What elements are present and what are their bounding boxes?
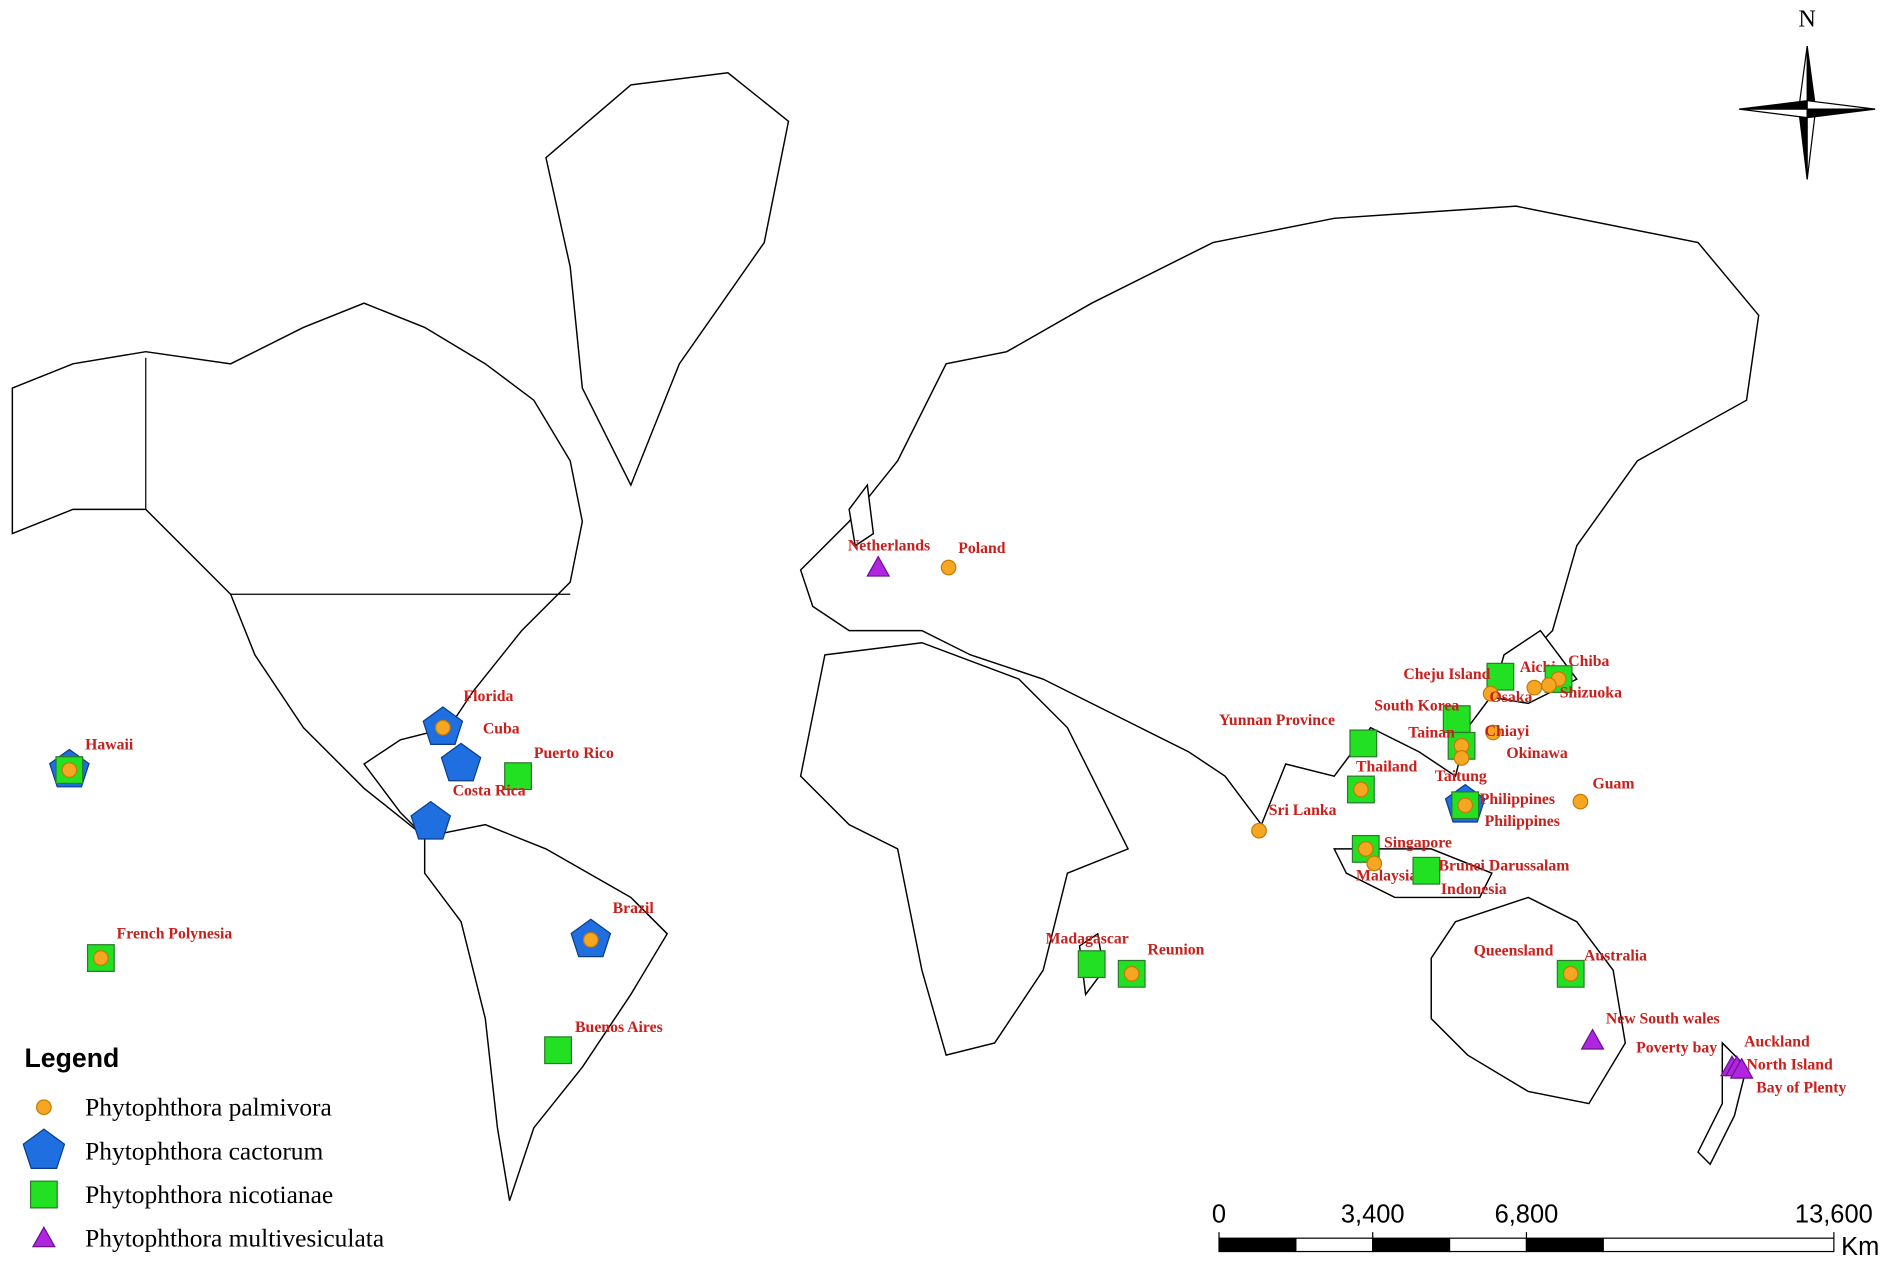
legend-label: Phytophthora multivesiculata <box>85 1224 384 1253</box>
place-marker <box>1540 677 1557 694</box>
place-label: Chiba <box>1568 653 1609 670</box>
scale-segment <box>1218 1237 1297 1253</box>
place-label: Australia <box>1584 947 1647 964</box>
scale-segment <box>1525 1237 1604 1253</box>
place-marker <box>1453 750 1470 766</box>
place-marker <box>61 762 78 778</box>
place-marker <box>1580 1028 1605 1050</box>
place-marker <box>1349 729 1378 758</box>
place-marker <box>1729 1057 1754 1079</box>
north-arrow: N <box>1739 6 1876 180</box>
place-marker <box>410 800 452 840</box>
place-label: South Korea <box>1374 698 1459 715</box>
place-marker <box>1482 685 1499 702</box>
place-marker <box>440 742 482 782</box>
place-label: Sri Lanka <box>1269 802 1337 819</box>
place-marker <box>1412 856 1441 885</box>
place-label: Singapore <box>1384 835 1452 852</box>
place-label: Chiayi <box>1485 723 1530 740</box>
scale-segment <box>1448 1237 1528 1253</box>
place-label: Guam <box>1593 775 1635 792</box>
place-label: Taitung <box>1435 768 1487 785</box>
legend-label: Phytophthora cactorum <box>85 1136 323 1165</box>
legend-label: Phytophthora palmivora <box>85 1093 332 1122</box>
legend-title: Legend <box>24 1043 119 1073</box>
legend-marker <box>35 1099 52 1116</box>
scale-segment <box>1602 1237 1835 1253</box>
place-label: Bay of Plenty <box>1756 1080 1846 1097</box>
place-label: Madagascar <box>1046 931 1129 948</box>
place-marker <box>1357 841 1374 857</box>
scale-label: 13,600 <box>1795 1200 1873 1228</box>
place-label: North Island <box>1747 1057 1833 1074</box>
place-label: Brunei Darussalam <box>1439 858 1570 875</box>
place-label: Brazil <box>613 900 655 917</box>
place-label: Buenos Aires <box>575 1019 663 1036</box>
place-marker <box>92 950 109 966</box>
place-label: Poland <box>958 540 1006 557</box>
legend-marker <box>29 1180 58 1209</box>
place-label: Cuba <box>483 721 520 738</box>
place-marker <box>1251 822 1267 839</box>
place-label: Auckland <box>1744 1034 1810 1051</box>
place-label: Poverty bay <box>1636 1040 1717 1057</box>
place-label: Queensland <box>1474 943 1554 960</box>
place-marker <box>1077 950 1106 979</box>
scale-label: 6,800 <box>1495 1200 1559 1228</box>
place-label: Costa Rica <box>453 783 526 800</box>
legend-marker <box>22 1128 66 1169</box>
place-marker <box>1353 781 1369 798</box>
place-label: Indonesia <box>1441 881 1507 898</box>
place-label: Yunnan Province <box>1219 712 1335 729</box>
place-label: Shizuoka <box>1560 684 1622 701</box>
legend-label: Phytophthora nicotianae <box>85 1180 333 1209</box>
place-marker <box>866 555 891 577</box>
place-marker <box>544 1036 573 1065</box>
place-label: Philippines <box>1485 813 1560 830</box>
place-marker <box>1457 797 1474 814</box>
place-label: Philippines <box>1480 791 1555 808</box>
place-label: Hawaii <box>85 736 134 753</box>
place-label: Netherlands <box>848 538 930 555</box>
place-marker <box>1123 965 1140 982</box>
scale-label: 3,400 <box>1341 1200 1405 1228</box>
place-label: Osaka <box>1489 689 1532 706</box>
place-label: Thailand <box>1356 758 1418 775</box>
place-marker <box>1485 724 1501 741</box>
north-label: N <box>1798 6 1816 33</box>
place-marker <box>1366 855 1383 872</box>
place-marker <box>504 762 533 791</box>
place-marker <box>1486 662 1515 691</box>
place-marker <box>1572 793 1589 810</box>
place-label: New South wales <box>1606 1011 1720 1028</box>
place-marker <box>1562 965 1579 982</box>
place-label: Tainan <box>1408 724 1455 741</box>
legend-marker <box>31 1226 56 1248</box>
place-label: Puerto Rico <box>534 745 614 762</box>
landmasses <box>11 72 1760 1201</box>
place-label: Cheju Island <box>1403 666 1490 683</box>
place-label: Reunion <box>1147 941 1204 958</box>
place-label: French Polynesia <box>117 926 233 943</box>
place-label: Okinawa <box>1506 745 1567 762</box>
place-marker <box>582 931 599 948</box>
place-marker <box>940 559 957 576</box>
scale-unit: Km <box>1841 1233 1879 1261</box>
scale-segment <box>1295 1237 1374 1253</box>
place-marker <box>434 719 451 736</box>
place-label: Malaysia <box>1356 867 1417 884</box>
place-label: Florida <box>463 688 513 705</box>
scale-segment <box>1372 1237 1451 1253</box>
scale-label: 0 <box>1212 1200 1226 1228</box>
